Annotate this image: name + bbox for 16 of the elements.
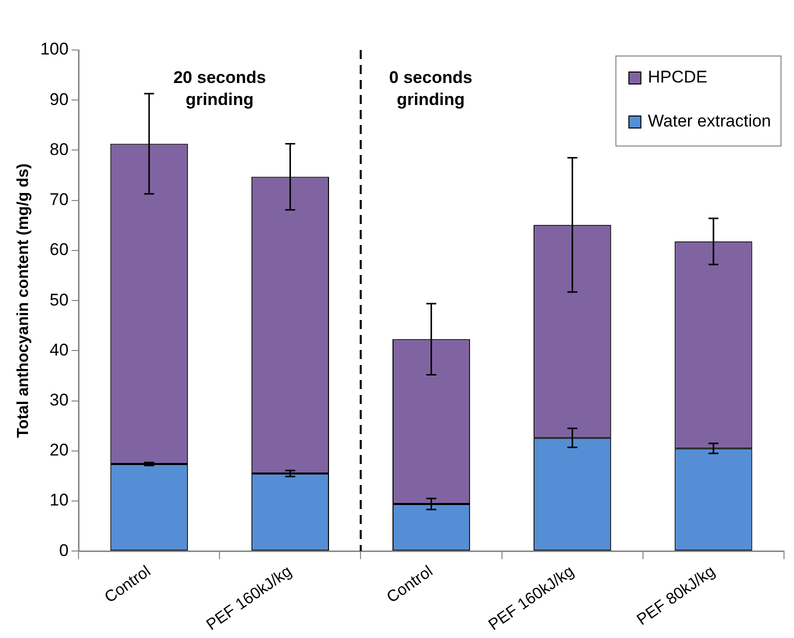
y-tick-label: 20 bbox=[50, 440, 69, 460]
legend-label: HPCDE bbox=[648, 68, 708, 87]
y-tick-label: 0 bbox=[59, 540, 69, 560]
y-tick-label: 10 bbox=[50, 490, 69, 510]
y-tick-label: 60 bbox=[50, 240, 69, 260]
y-tick-label: 40 bbox=[50, 340, 69, 360]
y-tick-label: 100 bbox=[40, 40, 69, 59]
annotation: 20 seconds grinding bbox=[173, 68, 266, 110]
legend-label: Water extraction bbox=[648, 112, 772, 131]
y-tick-label: 90 bbox=[50, 90, 69, 109]
y-tick-label: 80 bbox=[50, 140, 69, 159]
annotation: 0 seconds grinding bbox=[389, 68, 472, 110]
y-tick-label: 30 bbox=[50, 390, 69, 410]
y-tick-label: 50 bbox=[50, 290, 69, 310]
y-axis-title: Total anthocyanin content (mg/g ds) bbox=[15, 163, 32, 438]
y-tick-label: 70 bbox=[50, 190, 69, 210]
